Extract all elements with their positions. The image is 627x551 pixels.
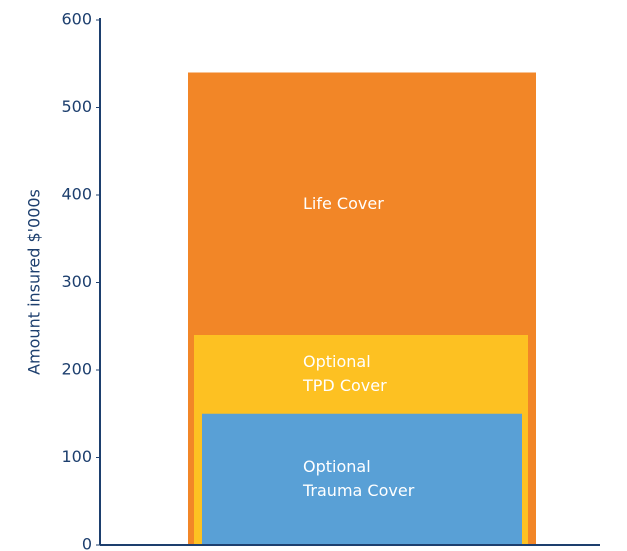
bar-label: Life Cover bbox=[303, 193, 384, 213]
y-tick-label: 400 bbox=[61, 185, 92, 204]
y-tick-label: 500 bbox=[61, 97, 92, 116]
y-axis-label: Amount insured $'000s bbox=[25, 189, 44, 375]
y-tick-label: 200 bbox=[61, 360, 92, 379]
y-tick-label: 600 bbox=[61, 10, 92, 29]
bar-label: Optional TPD Cover bbox=[303, 352, 387, 396]
bar bbox=[202, 413, 522, 545]
bar-label: Optional Trauma Cover bbox=[303, 457, 415, 501]
y-tick-label: 100 bbox=[61, 447, 92, 466]
y-tick-label: 300 bbox=[61, 272, 92, 291]
y-tick-label: 0 bbox=[82, 535, 92, 551]
